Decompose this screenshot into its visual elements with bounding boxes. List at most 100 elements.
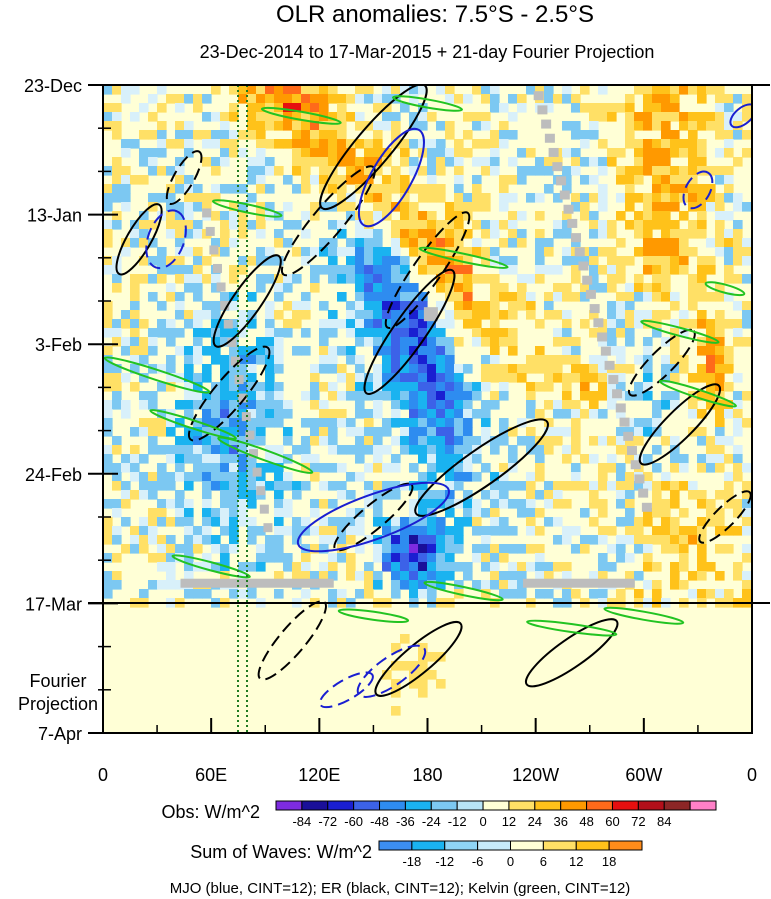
anomaly-cell	[427, 193, 437, 203]
anomaly-cell	[301, 148, 311, 158]
anomaly-cell	[202, 130, 212, 140]
anomaly-cell	[220, 472, 230, 482]
anomaly-cell	[400, 265, 410, 275]
anomaly-cell	[463, 265, 473, 275]
anomaly-cell	[193, 94, 203, 104]
anomaly-cell	[580, 283, 590, 293]
anomaly-cell	[373, 166, 383, 176]
anomaly-cell	[301, 112, 311, 122]
anomaly-cell	[571, 166, 581, 176]
anomaly-cell	[328, 328, 338, 338]
anomaly-cell	[391, 400, 401, 410]
anomaly-cell	[427, 346, 437, 356]
anomaly-cell	[589, 355, 599, 365]
anomaly-cell	[229, 391, 239, 401]
anomaly-cell	[418, 166, 428, 176]
colorbar-tick-label: 12	[502, 814, 516, 829]
anomaly-cell	[544, 589, 554, 599]
anomaly-cell	[688, 571, 698, 581]
anomaly-cell	[670, 229, 680, 239]
anomaly-cell	[337, 157, 347, 167]
anomaly-cell	[337, 130, 347, 140]
anomaly-cell	[697, 292, 707, 302]
anomaly-cell	[175, 445, 185, 455]
anomaly-cell	[733, 229, 743, 239]
anomaly-cell	[427, 319, 437, 329]
anomaly-cell	[130, 301, 140, 311]
anomaly-cell	[139, 481, 149, 491]
anomaly-cell	[247, 94, 257, 104]
anomaly-cell	[589, 535, 599, 545]
missing-data-band	[180, 578, 334, 588]
missing-data-block	[626, 446, 637, 456]
anomaly-cell	[598, 409, 608, 419]
anomaly-cell	[661, 481, 671, 491]
y-tick-label: 7-Apr	[38, 724, 82, 744]
anomaly-cell	[472, 301, 482, 311]
anomaly-cell	[202, 490, 212, 500]
anomaly-cell	[589, 481, 599, 491]
anomaly-cell	[643, 148, 653, 158]
anomaly-cell	[310, 94, 320, 104]
anomaly-cell	[616, 211, 626, 221]
anomaly-cell	[463, 508, 473, 518]
anomaly-cell	[652, 589, 662, 599]
anomaly-cell	[724, 355, 734, 365]
anomaly-cell	[427, 517, 437, 527]
anomaly-cell	[742, 202, 752, 212]
anomaly-cell	[580, 409, 590, 419]
anomaly-cell	[166, 553, 176, 563]
missing-data-block	[205, 226, 215, 236]
anomaly-cell	[625, 454, 635, 464]
missing-data-block	[589, 304, 600, 314]
anomaly-cell	[301, 589, 311, 599]
anomaly-cell	[463, 292, 473, 302]
anomaly-cell	[391, 679, 401, 689]
anomaly-cell	[490, 580, 500, 590]
anomaly-cell	[688, 184, 698, 194]
anomaly-cell	[346, 373, 356, 383]
anomaly-cell	[715, 328, 725, 338]
anomaly-cell	[589, 454, 599, 464]
anomaly-cell	[310, 157, 320, 167]
anomaly-cell	[562, 526, 572, 536]
anomaly-cell	[157, 445, 167, 455]
anomaly-cell	[292, 103, 302, 113]
anomaly-cell	[391, 706, 401, 716]
anomaly-cell	[355, 184, 365, 194]
anomaly-cell	[112, 391, 122, 401]
anomaly-cell	[301, 517, 311, 527]
anomaly-cell	[562, 499, 572, 509]
anomaly-cell	[463, 319, 473, 329]
anomaly-cell	[265, 319, 275, 329]
anomaly-cell	[715, 508, 725, 518]
anomaly-cell	[463, 499, 473, 509]
anomaly-cell	[643, 139, 653, 149]
anomaly-cell	[328, 85, 338, 95]
anomaly-cell	[580, 454, 590, 464]
anomaly-cell	[373, 463, 383, 473]
anomaly-cell	[445, 85, 455, 95]
anomaly-cell	[211, 337, 221, 347]
anomaly-cell	[418, 220, 428, 230]
colorbar-swatch	[327, 800, 355, 811]
anomaly-cell	[256, 427, 266, 437]
anomaly-cell	[598, 364, 608, 374]
anomaly-cell	[697, 157, 707, 167]
anomaly-cell	[418, 400, 428, 410]
anomaly-cell	[130, 283, 140, 293]
anomaly-cell	[220, 211, 230, 221]
missing-data-block	[567, 218, 578, 228]
anomaly-cell	[373, 544, 383, 554]
anomaly-cell	[706, 328, 716, 338]
anomaly-cell	[652, 499, 662, 509]
anomaly-cell	[265, 310, 275, 320]
anomaly-cell	[355, 382, 365, 392]
anomaly-cell	[346, 472, 356, 482]
anomaly-cell	[445, 94, 455, 104]
missing-data-block	[563, 204, 574, 214]
anomaly-cell	[670, 580, 680, 590]
anomaly-cell	[445, 526, 455, 536]
anomaly-cell	[598, 184, 608, 194]
anomaly-cell	[715, 148, 725, 158]
